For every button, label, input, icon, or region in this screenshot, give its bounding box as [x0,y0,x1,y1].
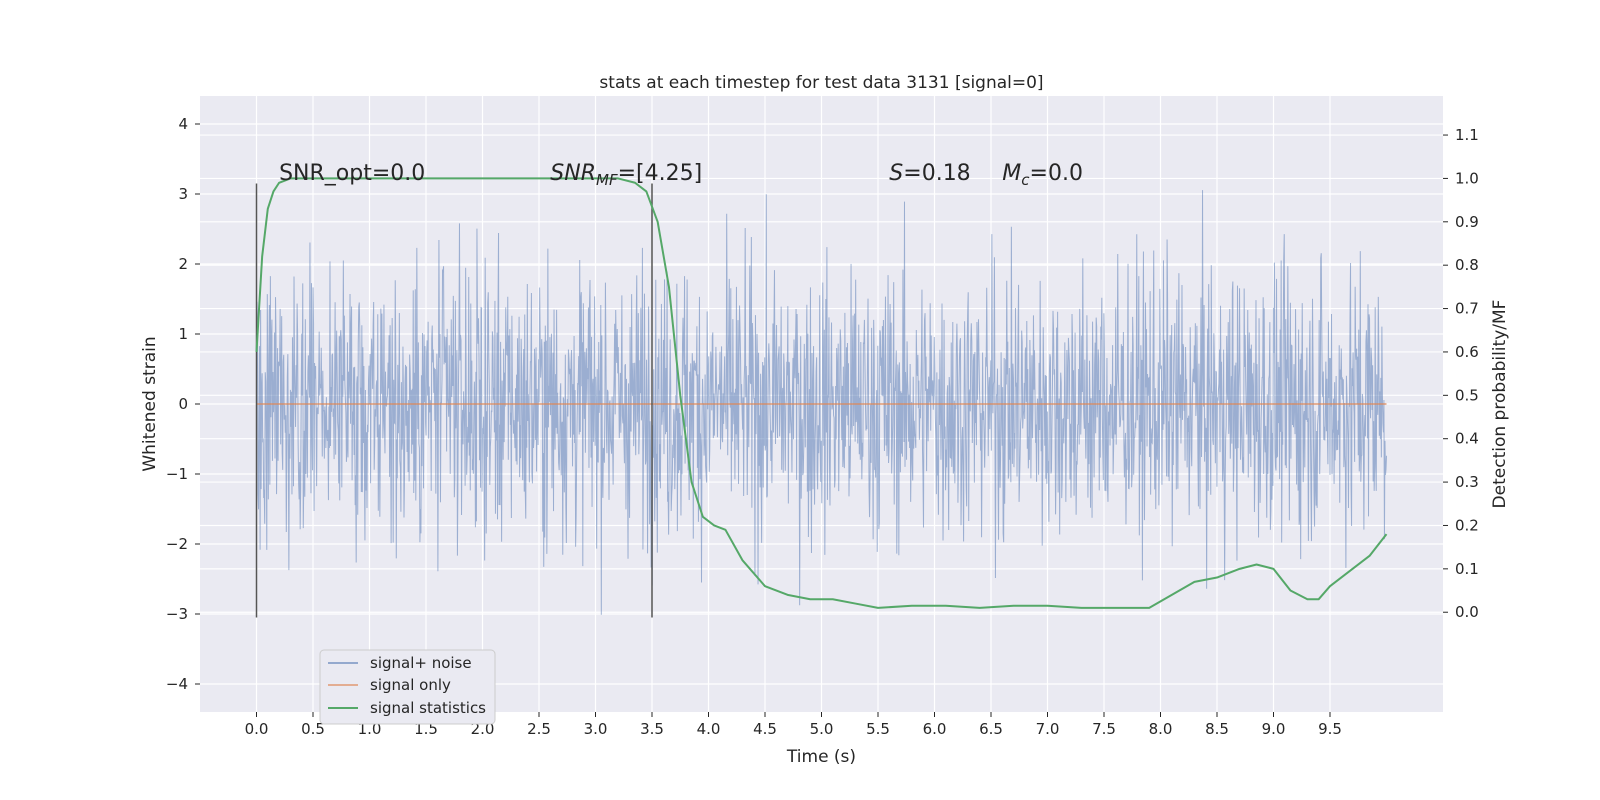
x-tick-label: 6.0 [923,720,947,738]
y-tick-label: 4 [178,115,188,133]
y-axis-ticks: 4 3 2 1 0 −1 −2 −3 −4 [166,115,200,693]
y-right-axis-ticks: 1.1 1.0 0.9 0.8 0.7 0.6 0.5 0.4 0.3 0.2 0.1 0.0 [1443,126,1479,621]
y-right-axis-label: Detection probability/MF [1490,300,1510,509]
x-tick-label: 0.0 [245,720,269,738]
legend-label-signal-only: signal only [370,676,451,694]
legend: signal+ noise signal only signal statist… [319,649,496,725]
x-tick-label: 9.0 [1262,720,1286,738]
x-tick-label: 8.5 [1205,720,1229,738]
y-right-tick-label: 0.2 [1455,516,1479,534]
x-tick-label: 9.5 [1318,720,1342,738]
x-tick-label: 5.0 [810,720,834,738]
y-tick-label: 2 [178,255,188,273]
legend-label-signal-plus-noise: signal+ noise [370,654,472,672]
noise-trace [256,190,1387,615]
y-right-tick-label: 1.0 [1455,169,1479,187]
annotation: SNRMF=[4.25] [550,161,702,189]
x-tick-label: 4.0 [697,720,721,738]
y-right-tick-label: 0.7 [1455,300,1479,318]
annotation: Mc=0.0 [1002,161,1083,189]
y-right-tick-label: 0.4 [1455,430,1479,448]
y-tick-label: −1 [166,465,188,483]
y-right-tick-label: 0.5 [1455,386,1479,404]
annotation: SNR_opt=0.0 [279,161,425,186]
y-right-tick-label: 0.9 [1455,213,1479,231]
x-tick-label: 6.5 [979,720,1003,738]
x-axis-label: Time (s) [786,747,856,767]
y-right-tick-label: 0.8 [1455,256,1479,274]
series-signal-statistics [255,177,1388,609]
y-right-tick-label: 0.3 [1455,473,1479,491]
x-tick-label: 8.0 [1149,720,1173,738]
signal-statistics-line [255,177,1388,609]
legend-box [319,649,496,725]
y-right-tick-label: 1.1 [1455,126,1479,144]
y-right-tick-label: 0.1 [1455,560,1479,578]
x-tick-label: 0.5 [301,720,325,738]
annotations: SNR_opt=0.0 SNRMF=[4.25] S=0.18 Mc=0.0 [279,161,1083,189]
y-tick-label: 1 [178,325,188,343]
x-tick-label: 3.0 [584,720,608,738]
x-tick-label: 4.5 [753,720,777,738]
legend-label-signal-statistics: signal statistics [370,699,486,717]
y-tick-label: −3 [166,605,188,623]
x-tick-label: 7.5 [1092,720,1116,738]
x-tick-label: 2.5 [527,720,551,738]
y-right-tick-label: 0.0 [1455,603,1479,621]
x-tick-label: 5.5 [866,720,890,738]
vertical-markers [255,183,653,618]
chart-title: stats at each timestep for test data 313… [599,73,1043,93]
annotation: S=0.18 [889,161,970,186]
x-tick-label: 3.5 [640,720,664,738]
y-axis-label: Whitened strain [140,336,160,471]
y-right-tick-label: 0.6 [1455,343,1479,361]
y-tick-label: −4 [166,675,188,693]
y-tick-label: −2 [166,535,188,553]
y-tick-label: 3 [178,185,188,203]
series-signal-plus-noise [256,190,1387,615]
y-tick-label: 0 [178,395,188,413]
x-tick-label: 7.0 [1036,720,1060,738]
